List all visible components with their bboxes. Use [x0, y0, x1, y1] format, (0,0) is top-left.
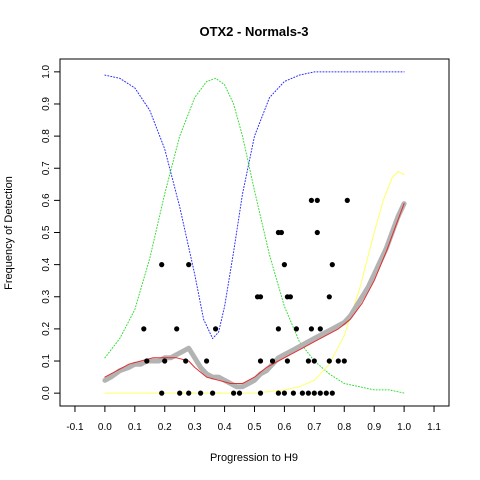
data-point — [281, 262, 287, 268]
data-point — [210, 390, 216, 396]
data-point — [293, 326, 299, 332]
data-point — [281, 390, 287, 396]
data-point — [159, 262, 165, 268]
y-tick-label: 0.6 — [41, 193, 52, 207]
data-point — [335, 358, 341, 364]
data-point — [287, 294, 293, 300]
x-tick-label: 1.0 — [397, 422, 411, 433]
data-point — [308, 197, 314, 203]
data-point — [326, 358, 332, 364]
data-point — [236, 390, 243, 396]
data-point — [344, 197, 350, 203]
data-point — [275, 390, 281, 396]
data-point — [269, 358, 276, 364]
x-tick-label: 1.1 — [427, 422, 441, 433]
data-point — [299, 390, 305, 396]
data-point — [141, 326, 147, 332]
y-axis-label: Frequency of Detection — [3, 176, 15, 290]
data-point — [329, 390, 335, 396]
blue-curve — [104, 71, 405, 339]
data-point — [314, 197, 320, 203]
x-tick-label: 0.0 — [98, 422, 112, 433]
data-point — [198, 390, 204, 396]
x-axis: -0.1 0.0 0.1 0.2 0.3 0.4 0.5 0.6 0.7 0.8 0.9 1.0 1.1 — [66, 406, 441, 433]
y-tick-label: 0.4 — [41, 257, 52, 271]
data-point — [308, 326, 314, 332]
y-tick-label: 0.1 — [41, 354, 52, 368]
y-tick-label: 0.2 — [41, 322, 52, 336]
green-curve — [104, 77, 405, 394]
data-point — [278, 229, 284, 236]
y-tick-label: 0.7 — [41, 161, 52, 175]
data-point — [323, 390, 329, 396]
running-average-line — [102, 201, 407, 390]
data-point — [290, 390, 296, 396]
data-point — [186, 262, 192, 268]
curves-layer — [102, 71, 407, 394]
yellow-curve — [104, 171, 405, 394]
data-point — [311, 358, 317, 364]
x-tick-label: 0.1 — [128, 422, 142, 433]
data-point — [284, 358, 290, 364]
data-point — [275, 326, 281, 332]
x-tick-label: -0.1 — [66, 422, 84, 433]
y-tick-label: 0.5 — [41, 225, 52, 239]
x-tick-label: 0.6 — [277, 422, 291, 433]
data-point — [257, 358, 264, 364]
data-point — [183, 358, 189, 364]
x-tick-label: 0.8 — [337, 422, 351, 433]
data-point — [341, 358, 347, 364]
y-tick-label: 0.8 — [41, 129, 52, 143]
y-tick-label: 0.3 — [41, 289, 52, 303]
data-point — [213, 326, 219, 332]
chart-title: OTX2 - Normals-3 — [199, 24, 308, 39]
data-point — [329, 262, 335, 268]
x-tick-label: 0.7 — [307, 422, 321, 433]
x-tick-label: 0.9 — [367, 422, 381, 433]
data-point — [144, 358, 150, 364]
data-point — [305, 358, 311, 364]
data-point — [204, 358, 210, 364]
data-point — [159, 390, 165, 396]
y-axis: 0.0 0.1 0.2 0.3 0.4 0.5 0.6 0.7 0.8 0.9 1.0 — [41, 64, 60, 400]
x-tick-label: 0.3 — [188, 422, 202, 433]
data-point — [186, 390, 192, 396]
data-point — [257, 294, 264, 300]
data-point — [257, 390, 264, 396]
x-axis-label: Progression to H9 — [210, 452, 298, 464]
fit-curve — [104, 203, 405, 384]
y-tick-label: 1.0 — [41, 64, 52, 78]
data-point — [177, 390, 183, 396]
data-point — [305, 390, 311, 396]
points-layer — [141, 197, 350, 396]
data-point — [231, 390, 237, 396]
data-point — [314, 229, 320, 236]
data-point — [326, 294, 332, 300]
x-tick-label: 0.5 — [248, 422, 262, 433]
data-point — [174, 326, 180, 332]
x-tick-label: 0.2 — [158, 422, 172, 433]
y-tick-label: 0.0 — [41, 386, 52, 400]
data-point — [162, 358, 168, 364]
data-point — [317, 326, 323, 332]
data-point — [311, 390, 317, 396]
y-tick-label: 0.9 — [41, 97, 52, 111]
data-point — [317, 390, 323, 396]
x-tick-label: 0.4 — [218, 422, 232, 433]
